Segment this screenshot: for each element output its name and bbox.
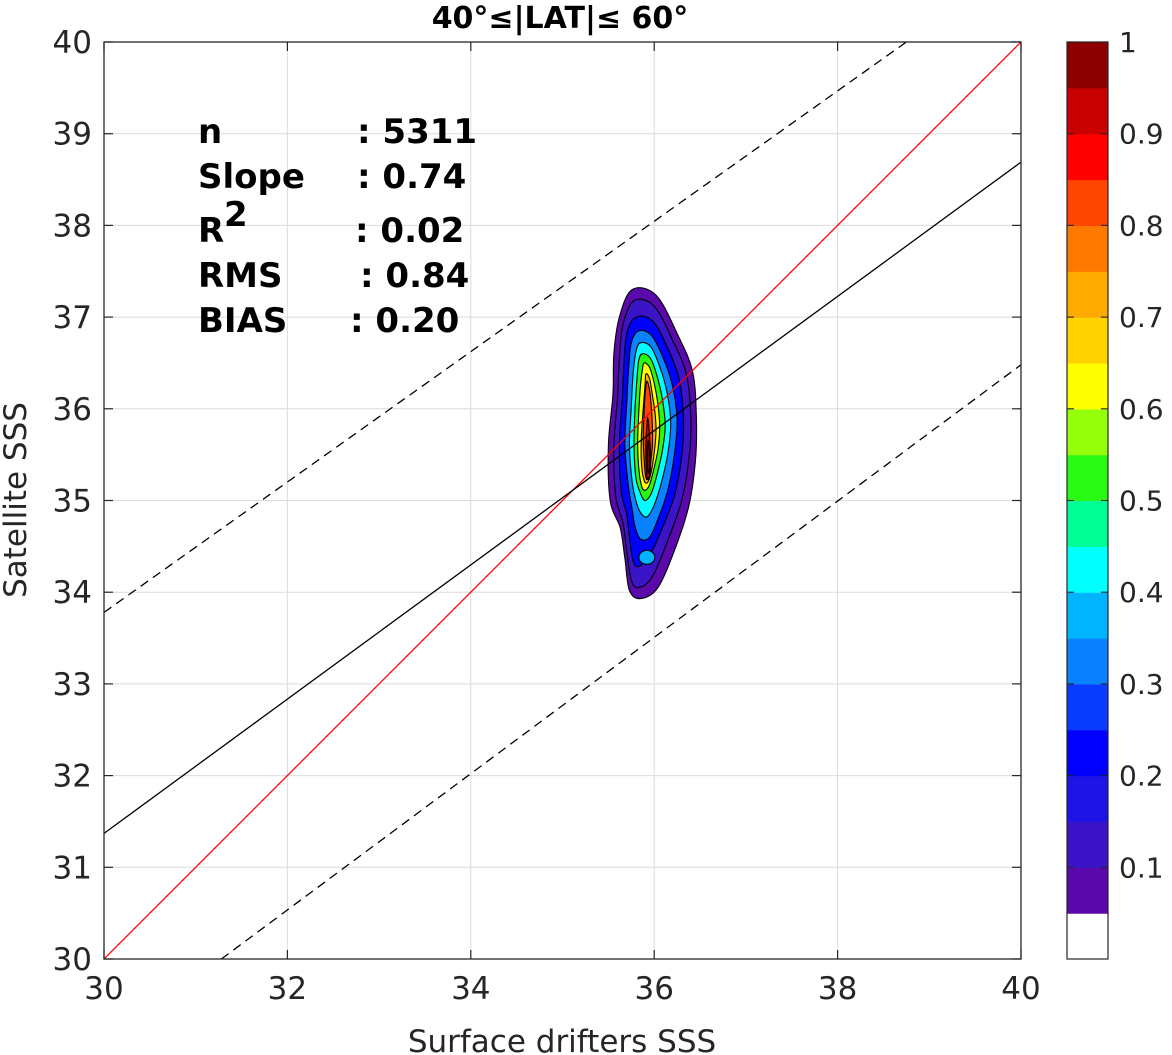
- y-tick-label: 35: [53, 484, 92, 520]
- x-tick-label: 36: [634, 971, 673, 1007]
- colorbar: 0.1 0.2 0.3 0.4 0.5 0.6 0.7 0.8 0.9 1: [1066, 26, 1164, 960]
- colorbar-segment: [1067, 775, 1108, 823]
- chart-title: 40°≤|LAT|≤ 60°: [432, 1, 689, 36]
- colorbar-tick-label: 1: [1119, 26, 1137, 59]
- y-tick-label: 31: [53, 850, 92, 886]
- y-tick-label: 33: [53, 667, 92, 703]
- colorbar-tick-label: 0.5: [1119, 485, 1164, 518]
- stat-label-slope: Slope: [198, 157, 305, 197]
- axis-ticks: 30 32 34 36 38 40 30 31 32 33 34 35 36 37 38 39 40: [53, 25, 1041, 1007]
- colorbar-tick-label: 0.9: [1119, 118, 1164, 151]
- colorbar-segment: [1067, 729, 1108, 777]
- y-tick-label: 36: [53, 392, 92, 428]
- colorbar-tick-label: 0.8: [1119, 209, 1164, 242]
- stat-value-slope: : 0.74: [357, 157, 466, 197]
- y-tick-label: 30: [53, 942, 92, 978]
- density-contours: [607, 287, 698, 600]
- identity-line: [104, 42, 1021, 959]
- stat-label-n: n: [198, 112, 222, 152]
- colorbar-tick-label: 0.7: [1119, 301, 1164, 334]
- stat-label-rms: RMS: [198, 256, 283, 296]
- x-tick-label: 40: [1001, 971, 1040, 1007]
- colorbar-segment: [1067, 317, 1108, 364]
- reference-lines: [104, 42, 1021, 959]
- x-axis-label: Surface drifters SSS: [408, 1024, 716, 1055]
- colorbar-segment: [1067, 546, 1108, 593]
- x-tick-label: 34: [451, 971, 490, 1007]
- stats-annotation: n : 5311 Slope : 0.74 R 2 : 0.02 RMS : 0…: [198, 112, 477, 341]
- colorbar-tick-label: 0.6: [1119, 393, 1164, 426]
- colorbar-segment: [1067, 271, 1108, 318]
- colorbar-segment: [1067, 362, 1108, 410]
- x-tick-label: 30: [84, 971, 123, 1007]
- stat-label-r2: R: [198, 211, 224, 251]
- colorbar-tick-label: 0.1: [1119, 851, 1164, 884]
- stat-label-bias: BIAS: [198, 301, 287, 341]
- colorbar-segment: [1067, 87, 1108, 135]
- stat-value-bias: : 0.20: [350, 301, 459, 341]
- colorbar-segment: [1067, 42, 1108, 89]
- y-tick-label: 40: [53, 25, 92, 61]
- colorbar-segment: [1067, 408, 1108, 456]
- colorbar-segment: [1067, 683, 1108, 731]
- colorbar-segment: [1067, 225, 1108, 272]
- density-secondary-peak: [638, 549, 656, 565]
- colorbar-tick-label: 0.3: [1119, 668, 1164, 701]
- y-tick-label: 34: [53, 575, 92, 611]
- colorbar-segment: [1067, 867, 1108, 914]
- x-tick-label: 32: [268, 971, 307, 1007]
- stat-value-r2: : 0.02: [355, 211, 464, 251]
- regression-line: [104, 161, 1021, 834]
- density-contour: [646, 440, 651, 474]
- y-tick-label: 37: [53, 300, 92, 336]
- y-axis-label: Satellite SSS: [0, 402, 34, 598]
- colorbar-segment: [1067, 179, 1108, 226]
- grid-lines: [104, 42, 1021, 959]
- colorbar-segment: [1067, 592, 1108, 639]
- stat-value-n: : 5311: [357, 112, 477, 152]
- colorbar-tick-label: 0.2: [1119, 760, 1164, 793]
- colorbar-tick-label: 0.4: [1119, 576, 1164, 609]
- colorbar-segment: [1067, 133, 1108, 181]
- colorbar-segment: [1067, 913, 1108, 960]
- colorbar-segment: [1067, 821, 1108, 868]
- x-tick-label: 38: [818, 971, 857, 1007]
- colorbar-segment: [1067, 454, 1108, 502]
- y-tick-label: 39: [53, 117, 92, 153]
- y-tick-label: 38: [53, 208, 92, 244]
- colorbar-segment: [1067, 500, 1108, 547]
- colorbar-segment: [1067, 638, 1108, 685]
- y-tick-label: 32: [53, 759, 92, 795]
- stat-value-rms: : 0.84: [360, 256, 469, 296]
- lower-bound-line: [220, 364, 1021, 959]
- stat-label-r2-superscript: 2: [224, 195, 248, 235]
